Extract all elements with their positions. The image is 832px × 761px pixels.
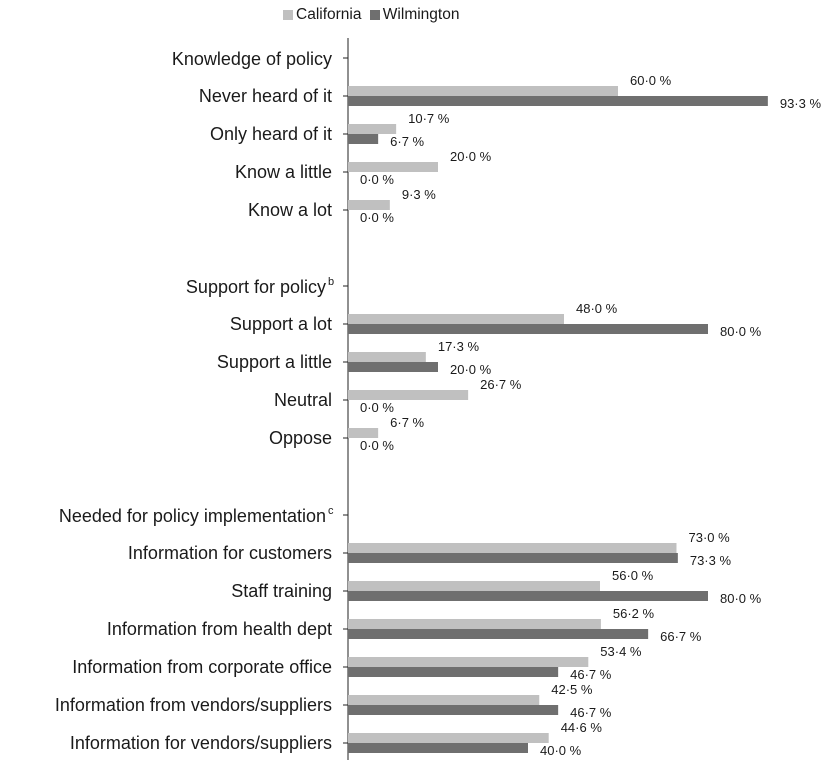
data-label-california-never-heard-of-it: 60·0 %: [630, 73, 672, 88]
category-label-oppose: Oppose: [269, 428, 332, 448]
data-label-california-support-a-lot: 48·0 %: [576, 301, 618, 316]
data-label-wilmington-support-a-lot: 80·0 %: [720, 324, 762, 339]
bar-california-support-a-lot: [348, 314, 564, 324]
data-label-wilmington-information-from-vendors-suppliers: 46·7 %: [570, 705, 612, 720]
category-label-know-a-little: Know a little: [235, 162, 332, 182]
bar-wilmington-only-heard-of-it: [348, 134, 379, 144]
category-label-information-from-corporate-office: Information from corporate office: [72, 657, 332, 677]
bar-california-information-for-customers: [348, 543, 677, 553]
data-label-california-know-a-little: 20·0 %: [450, 149, 492, 164]
data-label-california-information-from-vendors-suppliers: 42·5 %: [551, 682, 593, 697]
bar-california-only-heard-of-it: [348, 124, 397, 134]
category-label-staff-training: Staff training: [231, 581, 332, 601]
data-label-california-only-heard-of-it: 10·7 %: [408, 111, 450, 126]
group-header-superscript: c: [328, 505, 334, 517]
bar-california-know-a-lot: [348, 200, 390, 210]
data-label-california-support-a-little: 17·3 %: [438, 339, 480, 354]
bar-wilmington-information-from-vendors-suppliers: [348, 705, 559, 715]
data-label-wilmington-information-from-corporate-office: 46·7 %: [570, 667, 612, 682]
bar-california-know-a-little: [348, 162, 438, 172]
bar-wilmington-information-from-corporate-office: [348, 667, 559, 677]
category-label-support-a-lot: Support a lot: [230, 314, 332, 334]
bar-california-neutral: [348, 390, 469, 400]
data-label-wilmington-only-heard-of-it: 6·7 %: [390, 134, 424, 149]
data-label-wilmington-neutral: 0·0 %: [360, 400, 394, 415]
data-label-california-oppose: 6·7 %: [390, 415, 424, 430]
chart-legend: California Wilmington: [283, 6, 463, 24]
category-label-information-from-vendors-suppliers: Information from vendors/suppliers: [55, 695, 332, 715]
legend-swatch-california: [283, 10, 293, 20]
legend-item-wilmington: Wilmington: [369, 6, 460, 23]
data-label-wilmington-never-heard-of-it: 93·3 %: [780, 96, 822, 111]
bar-california-support-a-little: [348, 352, 426, 362]
bar-wilmington-information-for-customers: [348, 553, 678, 563]
category-label-know-a-lot: Know a lot: [248, 200, 332, 220]
group-header-needed-for-policy-implementation: Needed for policy implementation: [59, 506, 326, 526]
category-label-information-for-customers: Information for customers: [128, 543, 332, 563]
bar-wilmington-staff-training: [348, 591, 708, 601]
bar-california-information-for-vendors-suppliers: [348, 733, 549, 743]
category-label-information-for-vendors-suppliers: Information for vendors/suppliers: [70, 733, 332, 753]
data-label-california-information-for-vendors-suppliers: 44·6 %: [561, 720, 603, 735]
data-label-wilmington-support-a-little: 20·0 %: [450, 362, 492, 377]
data-label-california-information-from-corporate-office: 53·4 %: [600, 644, 642, 659]
category-label-never-heard-of-it: Never heard of it: [199, 86, 332, 106]
legend-label-wilmington: Wilmington: [382, 6, 460, 23]
bar-wilmington-never-heard-of-it: [348, 96, 768, 106]
category-label-support-a-little: Support a little: [217, 352, 332, 372]
data-label-wilmington-information-for-customers: 73·3 %: [690, 553, 732, 568]
data-label-wilmington-information-for-vendors-suppliers: 40·0 %: [540, 743, 582, 758]
data-label-california-neutral: 26·7 %: [480, 377, 522, 392]
data-label-california-information-for-customers: 73·0 %: [689, 530, 731, 545]
group-header-support-for-policy: Support for policy: [186, 277, 326, 297]
category-label-information-from-health-dept: Information from health dept: [107, 619, 332, 639]
bar-california-never-heard-of-it: [348, 86, 618, 96]
bar-california-information-from-vendors-suppliers: [348, 695, 540, 705]
bar-wilmington-support-a-little: [348, 362, 438, 372]
data-label-wilmington-know-a-lot: 0·0 %: [360, 210, 394, 225]
bar-california-information-from-corporate-office: [348, 657, 589, 667]
data-label-california-information-from-health-dept: 56·2 %: [613, 606, 655, 621]
data-label-california-know-a-lot: 9·3 %: [402, 187, 436, 202]
group-header-knowledge-of-policy: Knowledge of policy: [172, 49, 332, 69]
bar-california-oppose: [348, 428, 379, 438]
data-label-wilmington-know-a-little: 0·0 %: [360, 172, 394, 187]
data-label-wilmington-oppose: 0·0 %: [360, 438, 394, 453]
legend-label-california: California: [296, 6, 362, 23]
data-label-california-staff-training: 56·0 %: [612, 568, 654, 583]
data-label-wilmington-staff-training: 80·0 %: [720, 591, 762, 606]
legend-swatch-wilmington: [369, 10, 380, 20]
legend-item-california: California: [283, 6, 361, 23]
bar-wilmington-information-for-vendors-suppliers: [348, 743, 528, 753]
bar-california-information-from-health-dept: [348, 619, 601, 629]
category-label-only-heard-of-it: Only heard of it: [210, 124, 332, 144]
bar-wilmington-support-a-lot: [348, 324, 708, 334]
bar-wilmington-information-from-health-dept: [348, 629, 649, 639]
group-header-superscript: b: [328, 276, 334, 288]
data-label-wilmington-information-from-health-dept: 66·7 %: [660, 629, 702, 644]
bar-california-staff-training: [348, 581, 600, 591]
category-label-neutral: Neutral: [274, 390, 332, 410]
